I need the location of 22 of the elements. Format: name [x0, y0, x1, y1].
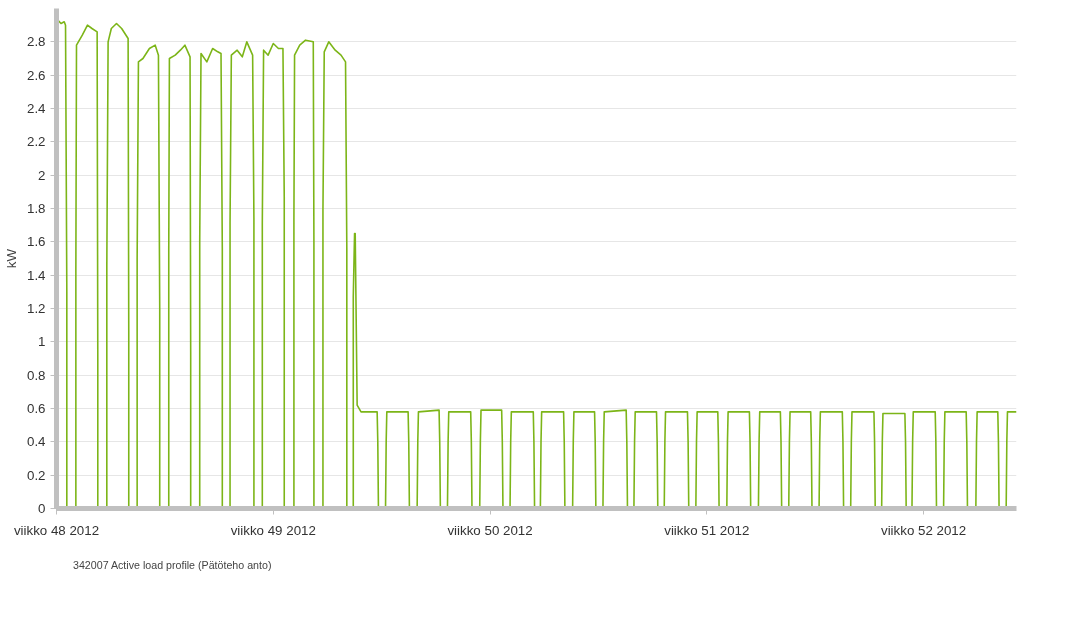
y-tick-label: 2.8	[26, 34, 46, 50]
y-tick-label: 1.8	[26, 201, 46, 216]
y-tick-label: 1.2	[26, 301, 46, 316]
y-tick-label: 1	[38, 334, 46, 350]
y-tick-label: 2.4	[26, 101, 47, 116]
y-tick-label: 0.6	[26, 401, 46, 416]
text: 342007 Active load profile (Pätöteho anto)	[73, 559, 272, 571]
y-tick-label: 1.6	[26, 234, 46, 250]
y-axis-title: kW	[3, 248, 19, 269]
y-tick-label: 0.2	[26, 467, 46, 483]
y-tick-label: 1.4	[26, 267, 47, 283]
x-tick-label: viikko 50 2012	[447, 522, 533, 538]
x-tick-label: viikko 48 2012	[13, 522, 100, 538]
y-tick-label: 0.4	[26, 434, 47, 450]
y-tick-label: 0.8	[26, 367, 46, 383]
y-tick-label: 2.6	[26, 67, 46, 83]
y-tick-label: 2.2	[26, 134, 46, 150]
y-tick-label: 0	[38, 501, 46, 516]
x-tick-label: viikko 51 2012	[664, 522, 750, 538]
x-tick-label: viikko 49 2012	[230, 522, 316, 538]
x-tick-label: viikko 52 2012	[880, 522, 967, 538]
y-tick-label: 2	[38, 167, 46, 183]
